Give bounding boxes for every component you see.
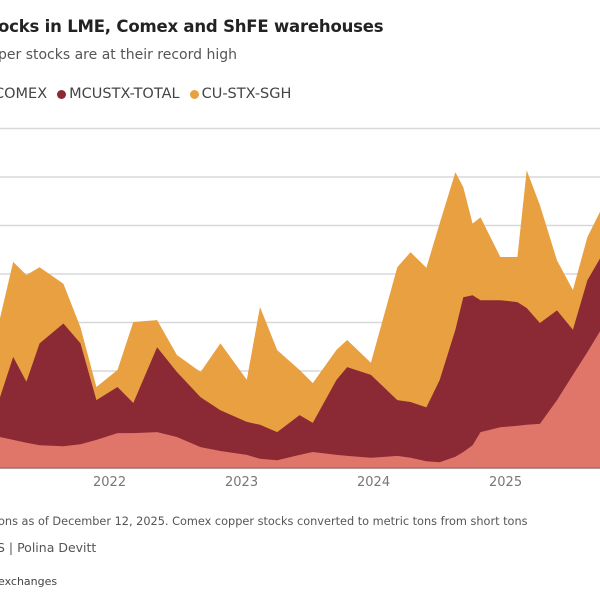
legend-item-comex: COMEX xyxy=(0,86,47,102)
source: exchanges xyxy=(0,575,58,588)
gridlines xyxy=(0,127,600,421)
legend-label: CU-STX-SGH xyxy=(201,86,292,102)
legend-label: MCUSTX-TOTAL xyxy=(69,86,180,102)
legend-item-mcustx-total: MCUSTX-TOTAL xyxy=(57,86,180,102)
areas xyxy=(0,170,600,468)
area-mcustx-total xyxy=(0,258,600,468)
chart-subtitle: per stocks are at their record high xyxy=(0,47,237,63)
area-comex xyxy=(0,331,600,468)
legend-item-cu-stx-sgh: CU-STX-SGH xyxy=(189,86,292,102)
credit: S | Polina Devitt xyxy=(0,540,97,555)
legend-dot-icon xyxy=(189,89,199,99)
footnote: ons as of December 12, 2025. Comex coppe… xyxy=(0,515,528,528)
legend-dot-icon xyxy=(57,89,67,99)
x-tick-label: 2025 xyxy=(489,475,523,490)
legend-label: COMEX xyxy=(0,86,48,102)
legend: COMEX MCUSTX-TOTAL CU-STX-SGH xyxy=(0,86,291,102)
chart-title: ocks in LME, Comex and ShFE warehouses xyxy=(0,17,384,36)
x-tick-label: 2023 xyxy=(225,475,259,490)
x-tick-label: 2024 xyxy=(357,475,391,490)
x-tick-label: 2022 xyxy=(93,475,127,490)
